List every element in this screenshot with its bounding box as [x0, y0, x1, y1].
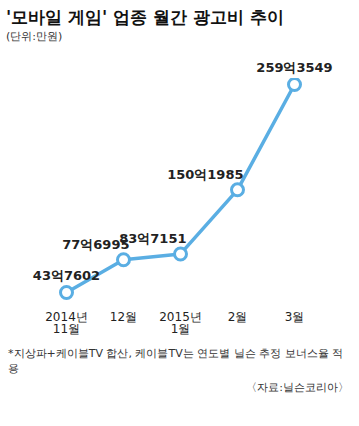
html-text:(단위:만원): (단위:만원) [6, 30, 63, 43]
svg-text:2015년1월: 2015년1월 [159, 310, 202, 336]
svg-text:2014년11월: 2014년11월 [45, 310, 88, 336]
html-text:'모바일 게임' 업종 월간 광고비 추이: '모바일 게임' 업종 월간 광고비 추이 [6, 7, 284, 27]
svg-text:77억6995: 77억6995 [62, 236, 130, 252]
svg-text:83억7151: 83억7151 [119, 231, 186, 246]
html-text:〈자료:닐슨코리아〉: 〈자료:닐슨코리아〉 [246, 381, 349, 394]
svg-text:259억3549: 259억3549 [256, 60, 332, 75]
svg-text:12월: 12월 [110, 310, 137, 324]
html-text:*지상파+케이블TV 합산, 케이블TV는 연도별 닐슨 추: *지상파+케이블TV 합산, 케이블TV는 연도별 닐슨 추정 보너스율 적용 [8, 347, 344, 375]
svg-text:150억1985: 150억1985 [167, 167, 243, 182]
svg-text:43억7602: 43억7602 [33, 268, 100, 283]
svg-text:2월: 2월 [228, 310, 248, 324]
svg-text:3월: 3월 [285, 310, 305, 324]
